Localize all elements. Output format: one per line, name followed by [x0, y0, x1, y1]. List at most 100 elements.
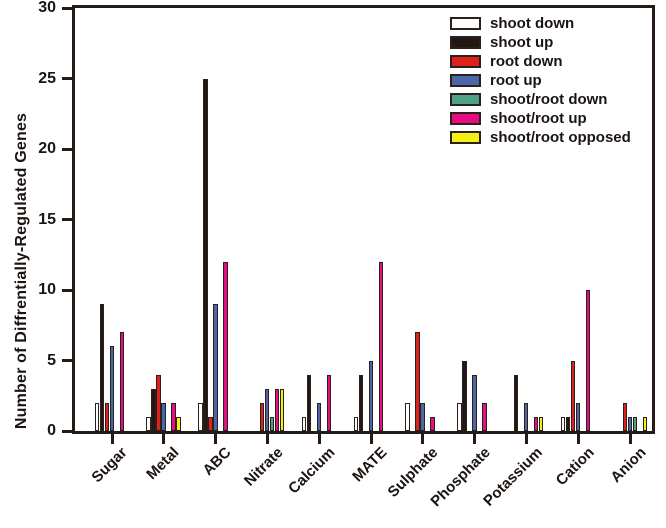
bar: [358, 374, 364, 431]
legend: shoot down shoot up root down root up shoot/…: [450, 14, 631, 147]
bar: [457, 402, 462, 431]
bar: [405, 402, 410, 431]
bar: [560, 416, 566, 431]
bar: [104, 402, 110, 431]
bar: [632, 416, 638, 431]
legend-label: shoot down: [490, 15, 575, 32]
bar-group: [353, 8, 389, 431]
bar: [176, 416, 181, 431]
legend-label: shoot up: [490, 34, 554, 51]
bar: [119, 332, 125, 431]
bar: [301, 416, 307, 431]
bar: [368, 360, 374, 431]
bar: [269, 416, 275, 431]
y-tick-label: 30: [38, 0, 56, 16]
bar: [326, 374, 332, 431]
bar: [316, 402, 322, 431]
y-tick-label: 20: [38, 140, 56, 157]
bar: [472, 374, 477, 431]
bar: [213, 304, 218, 431]
bar: [627, 416, 633, 431]
bar: [223, 261, 228, 431]
bar: [259, 402, 265, 431]
bar: [575, 402, 581, 431]
bar: [570, 360, 576, 431]
bar: [565, 416, 571, 431]
x-tick: [524, 434, 528, 444]
x-tick: [576, 434, 580, 444]
bar: [203, 78, 208, 431]
bar-group: [146, 8, 181, 431]
legend-label: root up: [490, 72, 542, 89]
bar: [161, 402, 166, 431]
legend-label: shoot/root up: [490, 110, 587, 127]
bar: [642, 416, 648, 431]
y-tick: [62, 429, 72, 433]
y-tick: [62, 218, 72, 221]
legend-item: root up: [450, 71, 631, 90]
bar: [171, 402, 176, 431]
bar: [264, 388, 270, 431]
legend-swatch: [450, 36, 481, 49]
bar: [99, 304, 105, 431]
x-tick-label: Cation: [552, 444, 598, 490]
bar: [415, 332, 420, 431]
bar: [146, 416, 151, 431]
bar-group: [94, 8, 130, 431]
y-tick: [62, 147, 72, 151]
bar: [306, 374, 312, 431]
y-tick: [62, 288, 72, 292]
bar-group: [301, 8, 337, 431]
x-tick: [265, 434, 269, 444]
bar: [523, 402, 529, 431]
bar: [622, 402, 628, 431]
bar: [420, 402, 425, 431]
legend-item: root down: [450, 52, 631, 71]
bar-group: [509, 8, 544, 431]
legend-item: shoot/root opposed: [450, 128, 631, 147]
x-tick-label: Calcium: [284, 444, 339, 498]
legend-item: shoot/root down: [450, 90, 631, 109]
bar-group: [198, 8, 233, 431]
bar-group: [250, 8, 285, 431]
legend-label: shoot/root opposed: [490, 129, 631, 146]
bar: [482, 402, 487, 431]
plot-area: [62, 5, 655, 444]
x-tick-label: Metal: [143, 444, 183, 484]
x-tick: [628, 434, 632, 444]
legend-label: shoot/root down: [490, 91, 608, 108]
legend-swatch: [450, 93, 481, 106]
legend-label: root down: [490, 53, 563, 70]
x-tick: [162, 434, 166, 444]
x-tick-label: ABC: [199, 444, 235, 480]
legend-swatch: [450, 112, 481, 125]
bar: [585, 290, 591, 431]
legend-item: shoot down: [450, 14, 631, 33]
bar-group: [457, 8, 492, 431]
y-tick: [62, 77, 72, 80]
bar: [109, 346, 115, 431]
legend-swatch: [450, 17, 481, 30]
bar: [279, 388, 285, 431]
bar: [156, 374, 161, 431]
y-tick-label: 5: [47, 351, 56, 369]
x-tick: [369, 434, 373, 444]
x-tick-label: Nitrate: [240, 444, 287, 490]
y-tick-label: 15: [38, 210, 56, 228]
y-tick: [62, 6, 72, 10]
x-tick-label: MATE: [348, 444, 391, 486]
bar-group: [405, 8, 440, 431]
x-tick-label: Anion: [606, 444, 650, 487]
legend-item: shoot/root up: [450, 109, 631, 128]
bar: [274, 388, 280, 431]
bar: [430, 416, 435, 431]
bar: [533, 416, 539, 431]
x-tick: [317, 434, 321, 444]
bar: [378, 261, 384, 431]
x-tick: [110, 434, 114, 444]
bar: [513, 374, 519, 431]
bar: [151, 388, 156, 431]
bar: [462, 360, 467, 431]
y-tick-label: 10: [38, 281, 56, 298]
